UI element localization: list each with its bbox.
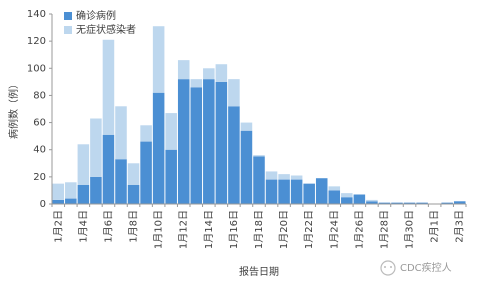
bar-segment [240,130,253,204]
x-tick-label: 1月12日 [178,210,190,249]
bar-segment [228,79,240,107]
bar-segment [240,122,253,131]
bar-segment [391,202,403,204]
bar-segment [140,141,152,204]
bar-segment [366,201,378,204]
x-tick-label: 1月18日 [253,210,265,249]
bar-segment [341,197,353,204]
bar-segment [278,179,290,204]
bar-segment [253,155,265,157]
x-tick-label: 2月1日 [429,210,441,243]
x-tick-label: 1月22日 [303,210,315,249]
watermark: CDC疾控人 [400,261,452,274]
x-tick-label: 1月30日 [404,210,416,249]
bar-segment [77,144,90,185]
y-tick-label: 20 [33,172,46,183]
x-tick-label: 1月4日 [77,210,89,243]
bar-segment [328,186,341,191]
x-axis-title: 报告日期 [239,265,279,278]
legend-swatch [64,12,72,20]
legend-swatch [64,26,72,34]
y-tick-label: 0 [40,199,46,210]
bar-segment [190,79,203,88]
x-tick-label: 1月28日 [378,210,390,249]
bar-segment [65,198,77,204]
bar-segment [253,156,265,204]
bar-segment [228,106,240,204]
x-tick-label: 1月16日 [228,210,240,249]
y-tick-label: 120 [27,36,46,47]
bar-segment [278,174,290,180]
bar-segment [127,163,140,185]
bar-segment [140,125,152,142]
x-tick-label: 1月10日 [153,210,165,249]
bar-segment [203,79,215,204]
bar-segment [190,87,203,204]
bar-segment [77,185,90,204]
bar-segment [152,26,165,93]
bar-segment [265,179,278,204]
y-tick-label: 140 [27,9,46,20]
bar-segment [177,60,190,80]
bar-segment [215,81,228,204]
bar-segment [416,202,428,204]
bar-segment [115,159,127,204]
bar-segment [366,199,378,202]
bar-segment [52,183,65,200]
x-tick-label: 1月20日 [278,210,290,249]
bar-segment [165,113,177,150]
x-tick-label: 1月8日 [128,210,140,243]
x-tick-label: 1月26日 [353,210,365,249]
bar-segment [403,202,416,204]
bar-segment [265,171,278,180]
x-tick-label: 2月3日 [454,210,466,243]
bar-segment [90,118,102,177]
bar-segment [165,149,177,204]
bar-segment [453,201,466,204]
bar-segment [341,193,353,198]
bar-segment [203,68,215,80]
x-tick-label: 1月14日 [203,210,215,249]
bar-segment [115,106,127,160]
legend-label: 确诊病例 [76,9,116,22]
bar-segment [102,134,115,204]
bar-segment [290,175,303,180]
bar-segment [90,176,102,204]
y-tick-label: 100 [27,63,46,74]
bar-segment [102,39,115,135]
bar-segment [303,183,315,204]
x-tick-label: 1月6日 [102,210,114,243]
y-tick-label: 40 [33,145,46,156]
y-tick-label: 80 [33,90,46,101]
bar-segment [152,92,165,204]
bar-segment [52,199,65,204]
bar-segment [315,178,328,204]
y-tick-label: 60 [33,118,46,129]
x-tick-label: 1月2日 [52,210,64,243]
bar-segment [328,190,341,204]
bar-segment [177,79,190,204]
watermark-icon [380,260,396,276]
x-tick-label: 1月24日 [328,210,340,249]
bar-segment [353,194,366,204]
bar-segment [290,179,303,204]
bar-segment [215,64,228,82]
legend-label: 无症状感染者 [76,23,136,36]
bar-segment [127,185,140,204]
bar-segment [378,202,391,204]
bar-segment [65,182,77,199]
y-axis-title: 病例数（例） [7,79,20,139]
bar-segment [441,202,453,204]
